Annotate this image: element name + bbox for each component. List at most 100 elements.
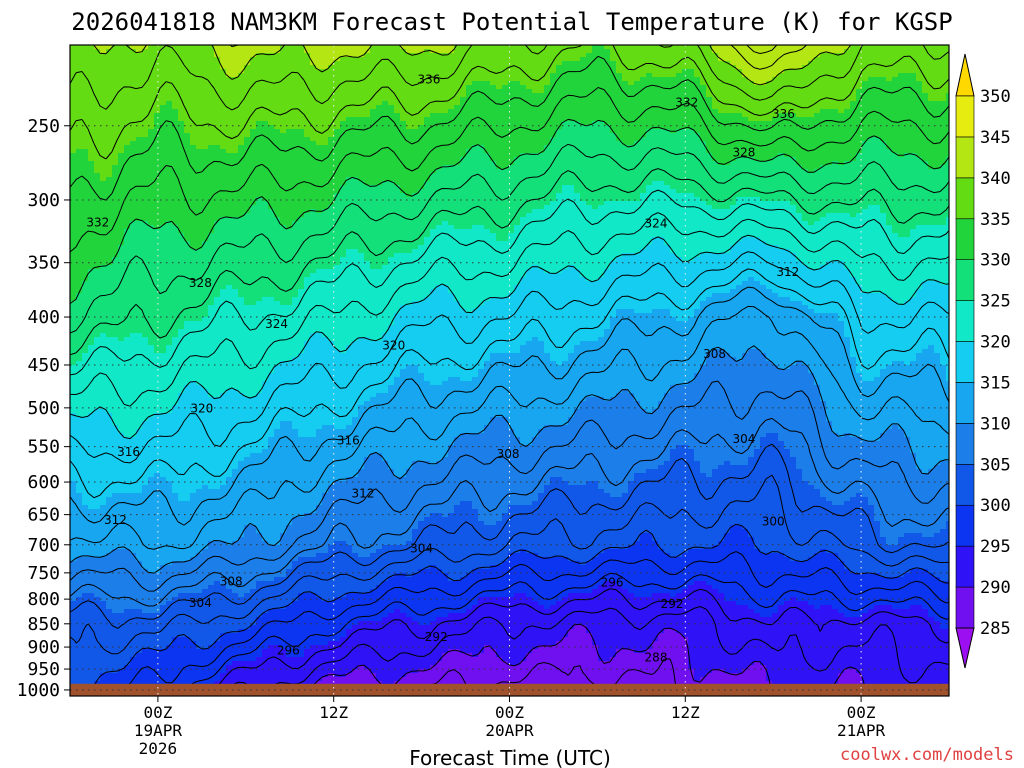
contour-label: 324	[645, 217, 668, 231]
colorbar-tick-label: 335	[980, 210, 1011, 230]
y-tick-label: 550	[27, 437, 60, 458]
x-tick-label: 12Z	[671, 703, 700, 722]
colorbar-tick-label: 290	[980, 578, 1011, 598]
y-tick-label: 600	[27, 472, 60, 493]
colorbar-segment	[955, 504, 975, 547]
colorbar-segment	[955, 218, 975, 260]
contour-label: 308	[703, 347, 726, 361]
colorbar-segment	[955, 136, 975, 179]
contour-316	[70, 268, 949, 499]
grid-lines	[70, 45, 949, 696]
contour-332	[70, 87, 949, 253]
contour-label: 328	[732, 146, 755, 160]
contour-322	[70, 212, 949, 407]
contour-330	[70, 118, 949, 305]
contour-label: 308	[220, 574, 243, 588]
ground-surface	[70, 683, 949, 696]
contour-label: 312	[104, 513, 127, 527]
x-tick-label: 12Z	[319, 703, 348, 722]
contour-326	[70, 168, 949, 356]
contour-306	[70, 417, 949, 607]
contour-320	[70, 234, 949, 440]
contour-lines	[70, 45, 949, 696]
contour-label: 320	[382, 339, 405, 353]
contour-328	[70, 143, 949, 334]
colorbar-tick-label: 285	[980, 619, 1011, 639]
colorbar-tick-label: 315	[980, 373, 1011, 393]
colorbar-segment	[955, 177, 975, 220]
contour-310	[70, 345, 949, 574]
colorbar-tick-label: 340	[980, 169, 1011, 189]
colorbar-segment	[955, 382, 975, 424]
contour-300	[87, 523, 949, 696]
x-tick-label: 21APR	[837, 721, 886, 740]
colorbar-tick-label: 295	[980, 537, 1011, 557]
contour-label: 316	[117, 445, 140, 459]
contour-label: 332	[675, 95, 698, 109]
y-tick-label: 800	[27, 589, 60, 610]
x-axis-label: Forecast Time (UTC)	[409, 746, 611, 768]
y-tick-label: 250	[27, 116, 60, 137]
contour-324	[70, 189, 949, 376]
contour-label: 296	[601, 576, 624, 590]
colorbar-max-arrow	[955, 53, 975, 97]
colorbar: 285 290 295 300 305 310 315 320 325 330 335 340 345 3…	[955, 53, 1011, 669]
colorbar-segment	[955, 259, 975, 301]
y-tick-label: 350	[27, 253, 60, 274]
x-tick-label: 2026	[139, 739, 178, 758]
y-tick-label: 450	[27, 355, 60, 376]
y-tick-label: 950	[27, 659, 60, 680]
colorbar-tick-label: 345	[980, 128, 1011, 148]
y-tick-label: 750	[27, 563, 60, 584]
ground-layer	[70, 683, 949, 696]
contour-label: 324	[265, 317, 288, 331]
contour-label: 312	[776, 265, 799, 279]
colorbar-tick-label: 320	[980, 333, 1011, 353]
contour-label: 300	[762, 514, 785, 528]
x-tick-label: 19APR	[134, 721, 183, 740]
y-tick-label: 1000	[17, 680, 60, 701]
y-tick-label: 850	[27, 614, 60, 635]
contour-292	[222, 606, 949, 696]
contour-304	[70, 443, 949, 629]
contour-labels: 336 336 332 332 328 328 324 324 320 320 316 316 312 3…	[86, 72, 799, 664]
contour-label: 308	[497, 447, 520, 461]
colorbar-tick-label: 330	[980, 251, 1011, 271]
colorbar-tick-label: 310	[980, 414, 1011, 434]
contour-344	[746, 45, 778, 54]
contour-338	[70, 45, 949, 111]
contour-label: 320	[190, 402, 213, 416]
y-tick-label: 400	[27, 307, 60, 328]
contour-label: 304	[410, 541, 433, 555]
colorbar-segment	[955, 341, 975, 383]
colorbar-min-arrow	[955, 627, 975, 669]
colorbar-segment	[955, 300, 975, 342]
contour-308	[70, 380, 949, 592]
contour-302	[70, 474, 949, 655]
contour-334	[70, 55, 949, 201]
contour-label: 288	[645, 650, 668, 664]
colorbar-tick-label: 300	[980, 496, 1011, 516]
colorbar-segment	[955, 545, 975, 588]
x-tick-label: 20APR	[485, 721, 534, 740]
contour-label: 336	[417, 72, 440, 86]
x-tick-label: 00Z	[143, 703, 172, 722]
colorbar-tick-label: 305	[980, 455, 1011, 475]
x-tick-label: 00Z	[847, 703, 876, 722]
colorbar-segment	[955, 95, 975, 138]
colorbar-segment	[955, 464, 975, 506]
contour-label: 332	[86, 215, 109, 229]
colorbar-segment	[955, 423, 975, 465]
contour-label: 336	[772, 107, 795, 121]
contour-label: 316	[337, 434, 360, 448]
y-tick-label: 650	[27, 505, 60, 526]
contour-label: 312	[352, 486, 375, 500]
y-tick-label: 700	[27, 535, 60, 556]
contour-label: 292	[661, 597, 684, 611]
y-tick-label: 500	[27, 398, 60, 419]
color-fills	[70, 45, 949, 696]
colorbar-tick-label: 325	[980, 292, 1011, 312]
contour-294	[194, 588, 949, 696]
